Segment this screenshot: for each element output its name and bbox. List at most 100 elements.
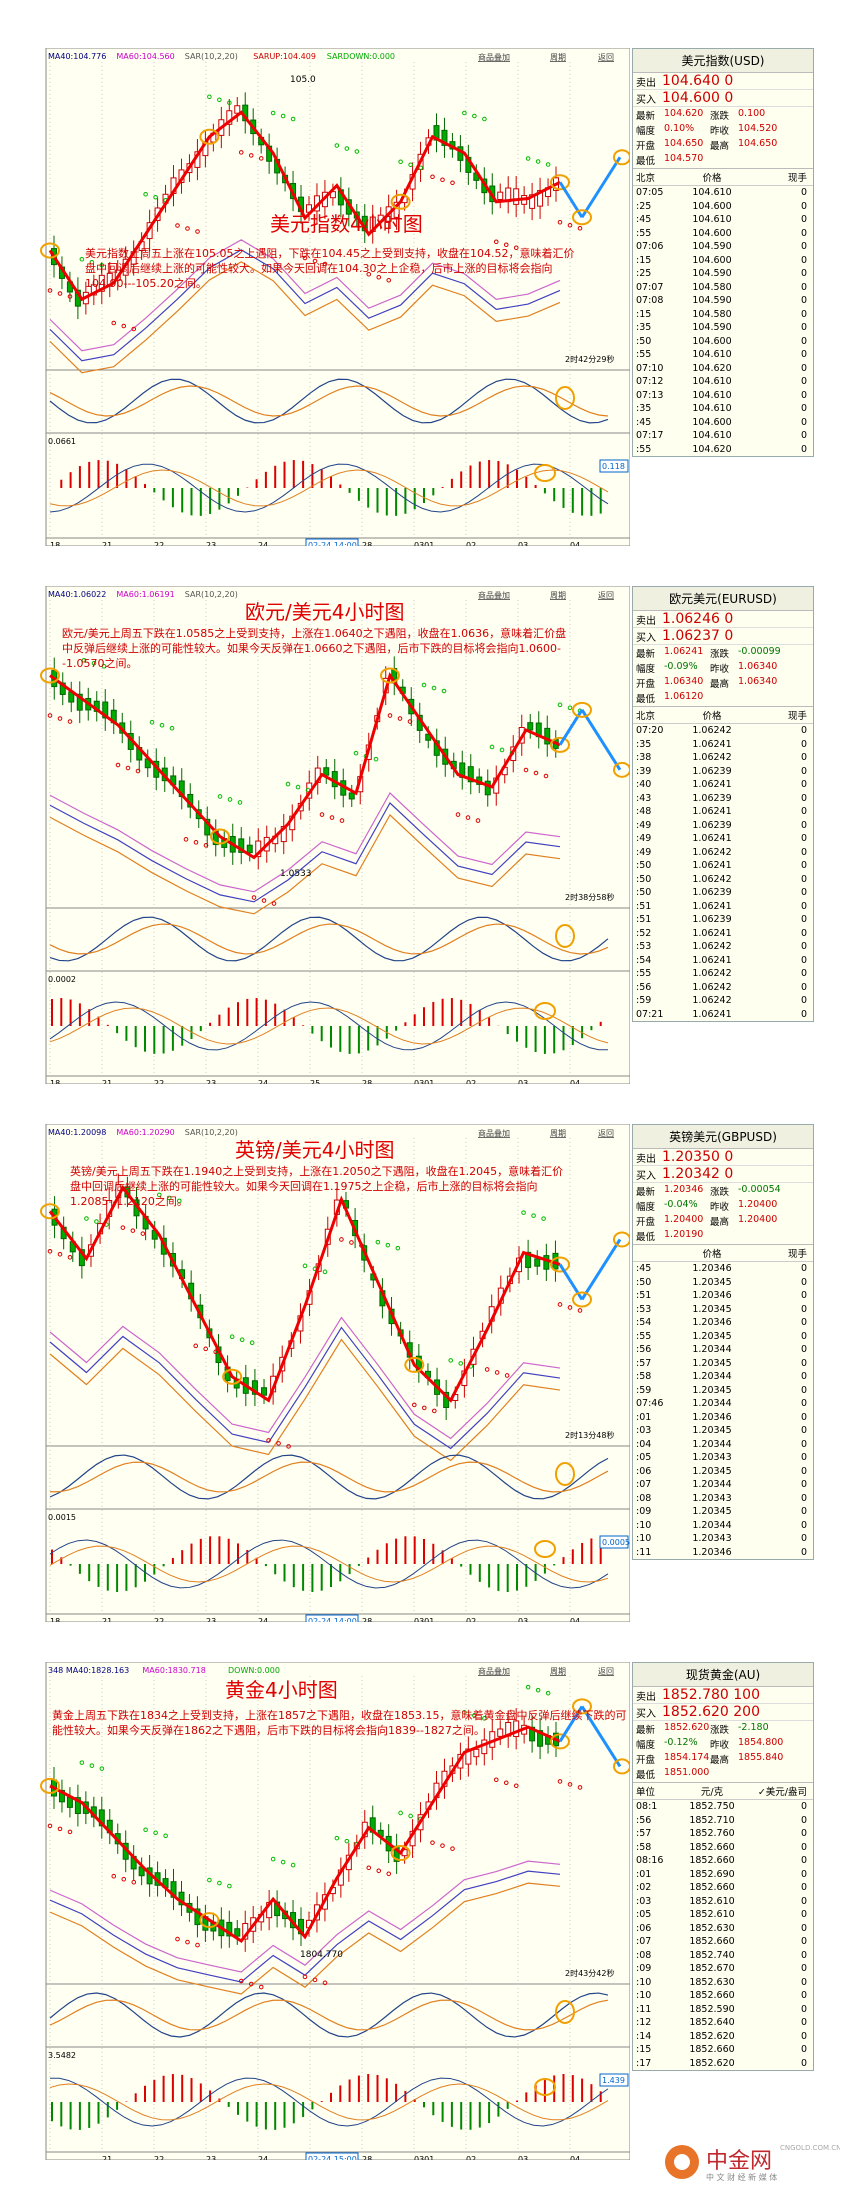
sar-dot	[545, 162, 551, 167]
toolbar-cycle-button[interactable]: 周期	[550, 591, 566, 600]
quote-stat: 开盘	[636, 679, 656, 690]
toolbar-overlay-button[interactable]: 商品叠加	[478, 1128, 510, 1138]
chart-svg: MA40:1.06022 MA60:1.06191 SAR(10,2,20) 商品叠加…	[40, 586, 630, 1084]
quote-buy-row: 买入 1.06237 0	[633, 628, 813, 645]
quote-stat: -0.09%	[664, 661, 698, 672]
toolbar-close-button[interactable]: 返回	[598, 591, 614, 600]
x-tick-label: 23	[206, 1079, 216, 1084]
candle-body	[513, 1720, 520, 1738]
logo-text: 中金网	[706, 2149, 772, 2174]
sar-dot	[115, 762, 121, 768]
toolbar-overlay-button[interactable]: 商品叠加	[478, 1666, 510, 1676]
sar-dot	[258, 1984, 264, 1990]
sar-dot	[99, 1766, 105, 1771]
sar-dot	[462, 1710, 467, 1715]
sar-dot	[239, 1337, 245, 1343]
chart-panel: MA40:1.20098 MA60:1.20290 SAR(10,2,20) 商品叠加…	[0, 1124, 850, 1622]
sar-dot	[397, 716, 403, 721]
tick-row: :54 1.06241 0	[636, 954, 807, 966]
toolbar-cycle-button[interactable]: 周期	[550, 1667, 566, 1676]
sar-dot	[99, 262, 105, 268]
sar-dot	[67, 1829, 73, 1835]
x-tick-label: 04	[570, 541, 580, 546]
toolbar-close-button[interactable]: 返回	[598, 53, 614, 62]
toolbar-close-button[interactable]: 返回	[598, 1129, 614, 1138]
quote-stat	[738, 691, 790, 705]
sar-dot	[349, 1240, 354, 1245]
tick-row: :03 1.20345 0	[636, 1425, 807, 1437]
tick-row: :05 1852.610 0	[636, 1909, 807, 1921]
countdown-label: 2时13分48秒	[565, 1430, 614, 1440]
tick-row: :50 1.06241 0	[636, 860, 807, 872]
candle-body	[529, 194, 536, 209]
tick-row: :58 1.20344 0	[636, 1371, 807, 1383]
quote-stat: 104.570	[664, 153, 704, 164]
kd-marker	[555, 1462, 575, 1486]
toolbar-cycle-button[interactable]: 周期	[550, 53, 566, 62]
sar-dot	[57, 291, 63, 296]
sar-dot	[89, 1763, 95, 1768]
chart-title: 欧元/美元4小时图	[245, 600, 405, 624]
target-marker	[572, 1698, 592, 1715]
toolbar-close-button[interactable]: 返回	[598, 1667, 614, 1676]
sar-dot	[513, 245, 519, 251]
sar-dot	[373, 756, 379, 762]
quote-stat: 幅度	[636, 664, 656, 675]
x-tick-label: 02	[466, 2155, 476, 2160]
tick-row: :55 104.610 0	[636, 349, 807, 361]
pivot-marker	[210, 828, 230, 845]
sar-dot	[213, 1349, 219, 1355]
sar-dot	[193, 1343, 199, 1349]
x-tick-label: 23	[206, 2155, 216, 2160]
sar-dot	[535, 159, 541, 164]
sar-dot	[535, 1687, 541, 1693]
quote-stat: 开盘	[636, 141, 656, 152]
x-tick-label: 24	[258, 1617, 268, 1622]
sar-dot	[334, 143, 340, 148]
macd-dif	[49, 463, 609, 513]
tick-row: :55 104.620 0	[636, 443, 807, 455]
ma-line	[49, 802, 561, 903]
chart-svg: MA40:1.20098 MA60:1.20290 SAR(10,2,20) 商品叠加…	[40, 1124, 630, 1622]
tick-row: :40 1.06241 0	[636, 779, 807, 791]
sar-dot	[353, 750, 359, 756]
toolbar-cycle-button[interactable]: 周期	[550, 1129, 566, 1138]
indicator-label: MA60:104.560	[116, 52, 174, 61]
quote-stat	[710, 153, 738, 167]
ma-line	[49, 792, 561, 893]
quote-label: 卖出	[636, 1153, 656, 1165]
sar-dot	[503, 242, 509, 248]
sar-dot	[344, 146, 350, 151]
quote-label: 卖出	[636, 615, 656, 627]
sar-dot	[376, 274, 382, 280]
chart-title: 美元指数4小时图	[270, 212, 423, 236]
tick-row: :53 1.20345 0	[636, 1303, 807, 1315]
candle-body	[467, 766, 474, 783]
candle-body	[74, 1797, 81, 1815]
toolbar-overlay-button[interactable]: 商品叠加	[478, 590, 510, 600]
quote-stat: 昨收	[710, 1740, 730, 1751]
sar-dot	[131, 326, 137, 332]
candle-body	[481, 1739, 488, 1755]
sar-dot	[217, 1880, 222, 1886]
x-tick-label: 22	[154, 1079, 164, 1084]
sar-dot	[217, 794, 223, 799]
kd-line-d	[49, 923, 609, 955]
sar-dot	[525, 1684, 531, 1690]
tick-row: :58 1852.660 0	[636, 1841, 807, 1853]
sar-dot	[531, 1213, 536, 1218]
quote-stat: 1.06340	[664, 676, 704, 687]
pivot-marker	[40, 1203, 60, 1220]
toolbar-overlay-button[interactable]: 商品叠加	[478, 52, 510, 62]
candle-body	[525, 1251, 532, 1268]
candle-body	[238, 838, 245, 853]
quote-stat: 幅度	[636, 1202, 656, 1213]
indicator-label: SAR(10,2,20)	[185, 590, 238, 599]
candle-body	[246, 844, 253, 854]
sar-dot	[344, 1838, 350, 1844]
tick-row: :03 1852.610 0	[636, 1895, 807, 1907]
sar-dot	[472, 113, 477, 119]
logo-slogan: 中 文 财 经 新 媒 体	[706, 2172, 777, 2182]
sar-dot	[130, 1228, 136, 1233]
indicator-label: MA60:1830.718	[142, 1666, 205, 1675]
